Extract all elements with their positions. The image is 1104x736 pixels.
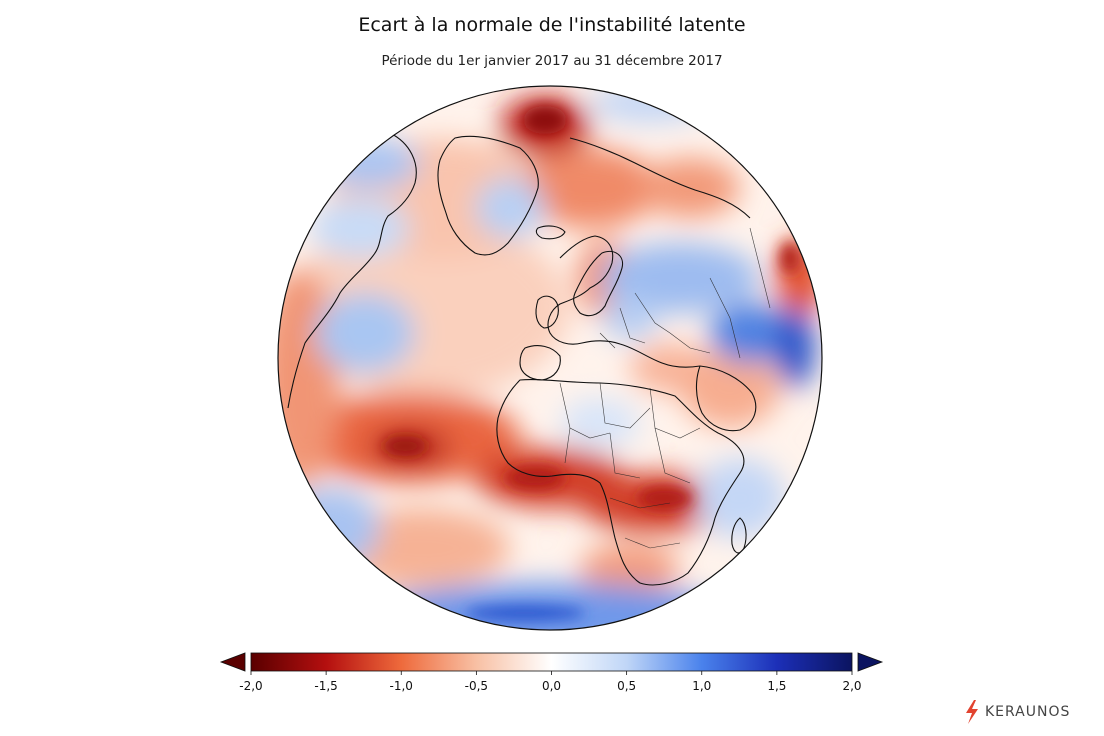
- globe-outline: [277, 85, 823, 631]
- anomaly-northwest-edge-pos: [320, 138, 420, 188]
- brand-name: KERAUNOS: [985, 704, 1071, 720]
- madagascar-coast: [731, 517, 747, 554]
- scandinavia-coast: [573, 250, 624, 317]
- colorbar-tick-label: 1,0: [692, 679, 711, 693]
- lightning-bolt-icon: [966, 700, 978, 724]
- colorbar-tick-label: 2,0: [842, 679, 861, 693]
- anomaly-russia-pos: [600, 243, 760, 313]
- anomaly-canada-pos: [310, 198, 410, 258]
- colorbar-tick-label: -2,0: [239, 679, 262, 693]
- anomaly-arabia-neg: [680, 348, 780, 428]
- anomaly-greenland-pos: [475, 178, 545, 238]
- colorbar-ticks: -2,0 -1,5 -1,0 -0,5 0,0 0,5 1,0 1,5 2,0: [239, 671, 862, 693]
- map-title: Ecart à la normale de l'instabilité late…: [358, 14, 746, 36]
- colorbar-max-arrow-icon: [857, 652, 884, 672]
- uk-coast: [535, 295, 559, 329]
- anomaly-north-edge-pos: [590, 86, 710, 123]
- map-subtitle: Période du 1er janvier 2017 au 31 décemb…: [381, 53, 723, 69]
- europe-coast: [547, 235, 701, 368]
- colorbar-tick-label: -1,0: [390, 679, 413, 693]
- globe-map: [277, 85, 823, 631]
- anomaly-southwest-pos: [280, 488, 380, 568]
- anomaly-west-atlantic-pos: [315, 293, 415, 373]
- greenland-coast: [437, 135, 539, 256]
- colorbar-tick-label: 0,5: [617, 679, 636, 693]
- colorbar-tick-label: 1,5: [767, 679, 786, 693]
- anomaly-barents-neg: [520, 148, 660, 228]
- country-borders: [559, 227, 771, 549]
- colorbar-min-arrow-icon: [219, 652, 246, 672]
- arabia-coast: [695, 365, 757, 432]
- arctic-coast: [569, 137, 751, 219]
- colorbar-gradient: [250, 652, 853, 672]
- anomaly-indian-ocean-pos: [695, 458, 785, 538]
- anomaly-southern-africa-neg: [580, 544, 680, 592]
- colorbar-tick-label: -1,5: [314, 679, 337, 693]
- colorbar-tick-label: 0,0: [542, 679, 561, 693]
- africa-coast: [496, 379, 745, 586]
- anomaly-sahara-pos: [560, 398, 640, 448]
- colorbar-tick-label: -0,5: [465, 679, 488, 693]
- brand-logo: KERAUNOS: [963, 698, 1070, 726]
- anomaly-east-edge-pos: [775, 308, 815, 388]
- coastlines: [278, 127, 757, 594]
- iceland-coast: [535, 225, 566, 240]
- anomaly-eastern-europe-pos: [602, 296, 658, 340]
- anomaly-field: [278, 86, 822, 630]
- colorbar-legend: -2,0 -1,5 -1,0 -0,5 0,0 0,5 1,0 1,5 2,0: [219, 652, 884, 693]
